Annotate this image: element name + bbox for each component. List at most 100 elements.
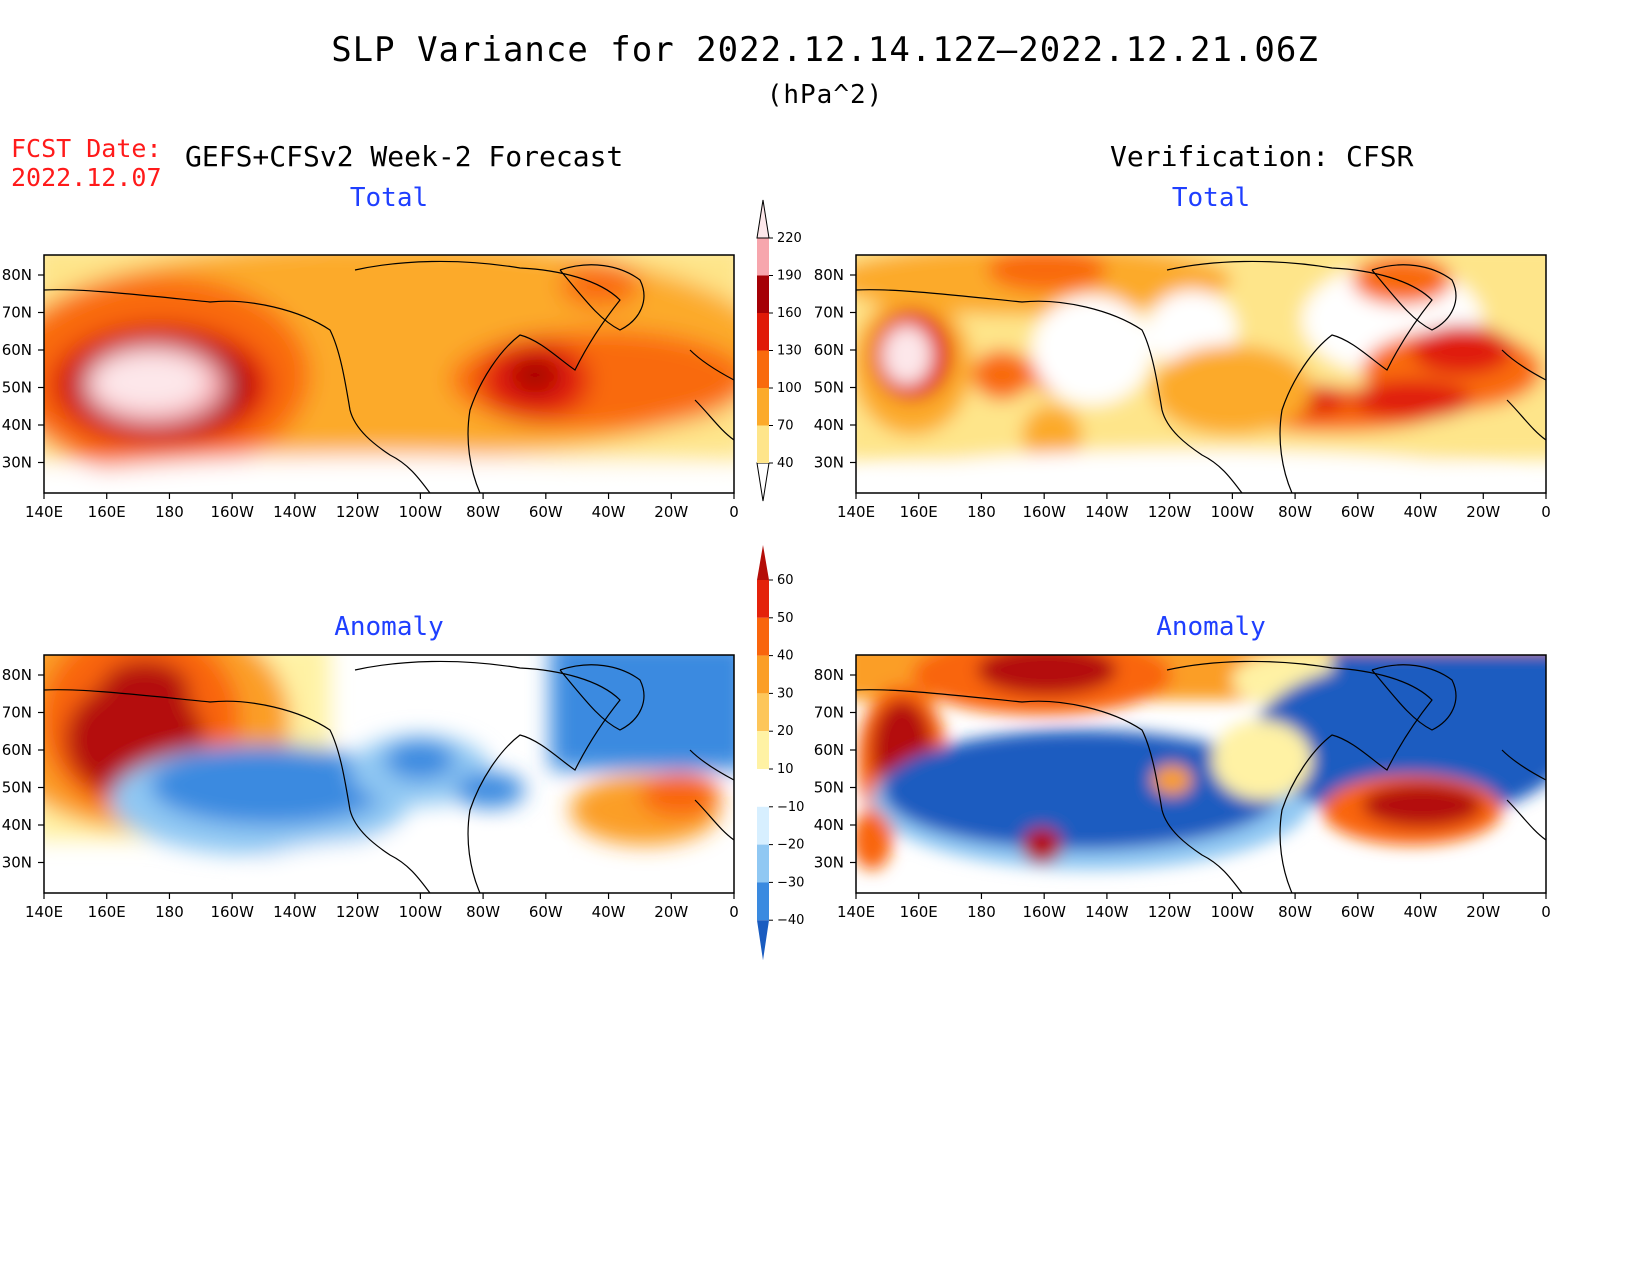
colorbar-bottom-arrow xyxy=(757,920,769,961)
lon-tick-label: 0 xyxy=(729,503,739,521)
lat-tick-label: 50N xyxy=(2,779,32,797)
lon-tick-label: 160E xyxy=(900,903,938,921)
lon-tick-label: 40W xyxy=(592,903,626,921)
colorbar-swatch xyxy=(757,655,769,694)
lon-tick-label: 140W xyxy=(1085,503,1129,521)
lon-tick-label: 180 xyxy=(967,903,996,921)
colorbar-tick-label: 70 xyxy=(777,419,794,434)
colorbar-top-arrow xyxy=(756,199,770,239)
lat-tick-label: 80N xyxy=(814,266,844,284)
colorbar-swatch xyxy=(757,731,769,769)
colorbar-tick-label: −10 xyxy=(777,800,804,815)
colorbar-tick-label: −40 xyxy=(777,913,804,928)
panel-title-forecast-total: Total xyxy=(349,183,429,213)
lon-tick-label: 100W xyxy=(399,903,443,921)
lon-tick-label: 180 xyxy=(967,503,996,521)
lon-tick-label: 180 xyxy=(155,903,184,921)
lat-tick-label: 50N xyxy=(2,379,32,397)
lon-tick-label: 80W xyxy=(1278,903,1312,921)
colorbar-tick-label: 30 xyxy=(777,686,794,701)
verification-total-map: 80N 70N 60N 50N 40N 30N 140E 160E 180 160W 140W 12… xyxy=(814,254,1551,521)
lat-tick-label: 30N xyxy=(2,454,32,472)
lon-tick-label: 100W xyxy=(399,503,443,521)
lon-tick-label: 160W xyxy=(210,903,254,921)
lon-tick-label: 20W xyxy=(1466,503,1500,521)
lon-tick-label: 160W xyxy=(1022,503,1066,521)
panel-title-verification-anomaly: Anomaly xyxy=(1156,612,1266,642)
lat-tick-label: 40N xyxy=(814,416,844,434)
colorbar-swatch xyxy=(757,844,769,883)
lon-tick-label: 140E xyxy=(837,903,875,921)
lon-tick-label: 0 xyxy=(729,903,739,921)
verification-anomaly-map: 80N 70N 60N 50N 40N 30N 140E 160E 180 160W 140W 12… xyxy=(814,654,1551,921)
lon-tick-label: 0 xyxy=(1541,503,1551,521)
lon-tick-label: 20W xyxy=(654,903,688,921)
lon-tick-label: 140W xyxy=(273,903,317,921)
colorbar-tick-label: 40 xyxy=(777,649,794,664)
lon-tick-label: 120W xyxy=(1148,903,1192,921)
lon-tick-label: 160E xyxy=(900,503,938,521)
lat-tick-label: 40N xyxy=(2,416,32,434)
lon-tick-label: 140W xyxy=(273,503,317,521)
colorbar-tick-label: 50 xyxy=(777,611,794,626)
lon-tick-label: 140E xyxy=(25,503,63,521)
lat-tick-label: 70N xyxy=(2,304,32,322)
colorbar-tick-label: 130 xyxy=(777,344,802,359)
page-title: SLP Variance for 2022.12.14.12Z–2022.12.… xyxy=(331,30,1319,70)
lat-tick-label: 60N xyxy=(2,741,32,759)
lon-tick-label: 120W xyxy=(336,503,380,521)
forecast-total-map: 80N 70N 60N 50N 40N 30N 140E 160E 180 160W 140W 12… xyxy=(2,254,739,521)
lon-tick-label: 80W xyxy=(1278,503,1312,521)
lon-tick-label: 160E xyxy=(88,903,126,921)
verification-heading: Verification: CFSR xyxy=(1110,140,1414,173)
colorbar-tick-label: 190 xyxy=(777,269,802,284)
colorbar-swatch xyxy=(757,806,769,845)
lat-tick-label: 40N xyxy=(2,816,32,834)
lon-tick-label: 80W xyxy=(466,503,500,521)
lat-tick-label: 80N xyxy=(2,666,32,684)
lon-tick-label: 160W xyxy=(1022,903,1066,921)
lon-tick-label: 20W xyxy=(1466,903,1500,921)
fcst-date-label: FCST Date: xyxy=(11,134,162,163)
colorbar-swatch xyxy=(757,388,769,426)
lat-tick-label: 60N xyxy=(814,741,844,759)
lon-tick-label: 100W xyxy=(1211,903,1255,921)
forecast-heading: GEFS+CFSv2 Week-2 Forecast xyxy=(185,140,624,173)
lat-tick-label: 80N xyxy=(2,266,32,284)
lat-tick-label: 70N xyxy=(814,704,844,722)
anomaly-colorbar: 60 50 40 30 20 10 −10 −20 −30 −40 xyxy=(757,545,804,961)
colorbar-swatch xyxy=(757,238,769,276)
colorbar-tick-label: −30 xyxy=(777,875,804,890)
lat-tick-label: 60N xyxy=(814,341,844,359)
total-colorbar: 40 70 100 130 160 190 220 xyxy=(756,199,802,502)
colorbar-tick-label: 60 xyxy=(777,573,794,588)
colorbar-tick-label: 100 xyxy=(777,381,802,396)
lat-tick-label: 40N xyxy=(814,816,844,834)
lat-tick-label: 70N xyxy=(814,304,844,322)
lon-tick-label: 60W xyxy=(529,903,563,921)
lon-tick-label: 60W xyxy=(1341,503,1375,521)
lon-tick-label: 120W xyxy=(1148,503,1192,521)
lon-tick-label: 40W xyxy=(1404,503,1438,521)
lon-tick-label: 60W xyxy=(529,503,563,521)
lat-tick-label: 30N xyxy=(814,854,844,872)
panel-title-forecast-anomaly: Anomaly xyxy=(334,612,444,642)
lon-tick-label: 160E xyxy=(88,503,126,521)
lon-tick-label: 180 xyxy=(155,503,184,521)
lon-tick-label: 140W xyxy=(1085,903,1129,921)
lat-tick-label: 80N xyxy=(814,666,844,684)
lat-tick-label: 50N xyxy=(814,779,844,797)
units-label: (hPa^2) xyxy=(766,80,884,110)
colorbar-tick-label: 20 xyxy=(777,724,794,739)
panel-title-verification-total: Total xyxy=(1171,183,1251,213)
lon-tick-label: 120W xyxy=(336,903,380,921)
colorbar-swatch xyxy=(757,693,769,732)
lon-tick-label: 100W xyxy=(1211,503,1255,521)
lon-tick-label: 40W xyxy=(1404,903,1438,921)
lat-tick-label: 30N xyxy=(814,454,844,472)
colorbar-swatch xyxy=(757,882,769,921)
colorbar-bottom-arrow xyxy=(756,462,770,502)
lon-tick-label: 80W xyxy=(466,903,500,921)
colorbar-swatch xyxy=(757,617,769,656)
colorbar-swatch xyxy=(757,580,769,618)
